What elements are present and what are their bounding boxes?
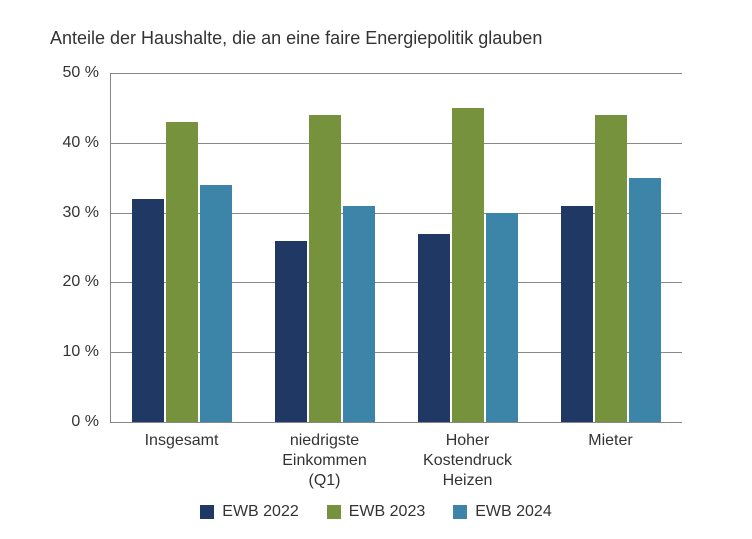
chart-title: Anteile der Haushalte, die an eine faire… — [50, 28, 722, 49]
bar — [343, 206, 375, 422]
bar — [275, 241, 307, 422]
legend-swatch — [327, 505, 341, 519]
y-tick-label: 10 % — [63, 343, 111, 361]
chart-container: Anteile der Haushalte, die an eine faire… — [0, 0, 752, 539]
legend-swatch — [453, 505, 467, 519]
y-tick-label: 40 % — [63, 134, 111, 152]
legend-item: EWB 2024 — [453, 503, 551, 521]
legend-label: EWB 2024 — [475, 503, 551, 521]
bar-groups — [111, 73, 682, 422]
x-tick-label: Mieter — [539, 431, 682, 491]
bar — [486, 213, 518, 422]
bar-group — [254, 73, 397, 422]
bar — [309, 115, 341, 422]
x-tick-label: niedrigste Einkommen (Q1) — [253, 431, 396, 491]
plot-area: 0 %10 %20 %30 %40 %50 % Insgesamtniedrig… — [110, 73, 682, 423]
legend-label: EWB 2022 — [222, 503, 298, 521]
x-tick-label: Insgesamt — [110, 431, 253, 491]
x-tick-label: Hoher Kostendruck Heizen — [396, 431, 539, 491]
bar — [629, 178, 661, 422]
legend-label: EWB 2023 — [349, 503, 425, 521]
legend-item: EWB 2023 — [327, 503, 425, 521]
y-tick-label: 0 % — [71, 413, 111, 431]
bar — [200, 185, 232, 422]
bar — [595, 115, 627, 422]
legend-swatch — [200, 505, 214, 519]
legend-item: EWB 2022 — [200, 503, 298, 521]
bar — [418, 234, 450, 422]
bar — [452, 108, 484, 422]
bar — [132, 199, 164, 422]
bar-group — [539, 73, 682, 422]
bar — [166, 122, 198, 422]
y-tick-label: 20 % — [63, 273, 111, 291]
bar-group — [397, 73, 540, 422]
bar-group — [111, 73, 254, 422]
legend: EWB 2022 EWB 2023 EWB 2024 — [30, 503, 722, 521]
y-tick-label: 50 % — [63, 64, 111, 82]
y-tick-label: 30 % — [63, 204, 111, 222]
bar — [561, 206, 593, 422]
